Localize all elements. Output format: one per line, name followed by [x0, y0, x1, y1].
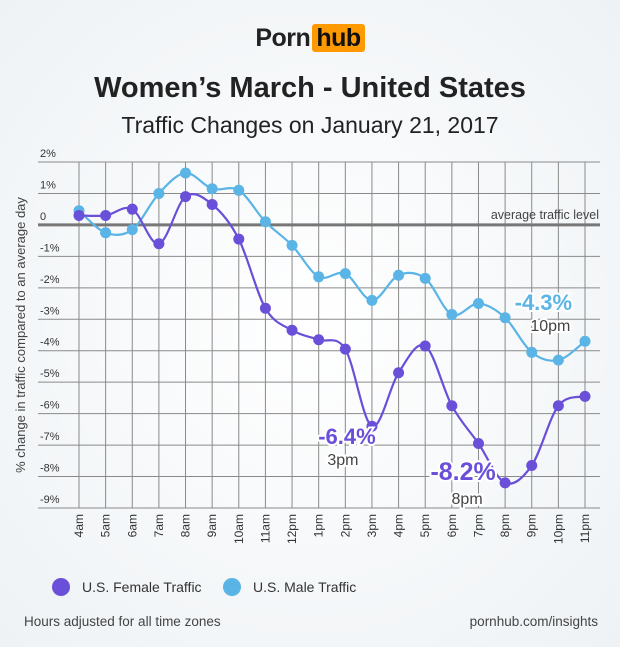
x-tick-label: 6pm — [445, 514, 459, 537]
x-tick-label: 10pm — [551, 514, 565, 544]
annotation-time: 3pm — [327, 452, 358, 469]
y-tick-label: -4% — [40, 337, 60, 349]
data-point-u-s-male-traffic — [180, 167, 192, 179]
y-tick-label: 1% — [40, 179, 56, 191]
data-point-u-s-female-traffic — [552, 400, 564, 412]
legend-item-female: U.S. Female Traffic — [52, 578, 202, 596]
data-point-u-s-female-traffic — [366, 420, 378, 432]
x-tick-label: 9pm — [525, 514, 539, 537]
x-tick-label: 11am — [258, 514, 272, 543]
legend-swatch-female — [52, 578, 70, 596]
series-line-u-s-male-traffic — [78, 171, 586, 362]
legend-label-female: U.S. Female Traffic — [82, 579, 202, 595]
y-tick-label: -5% — [40, 368, 60, 380]
chart-subtitle: Traffic Changes on January 21, 2017 — [121, 112, 499, 138]
x-tick-label: 6am — [125, 514, 139, 537]
x-tick-label: 11pm — [578, 514, 592, 543]
data-point-u-s-female-traffic — [126, 203, 138, 215]
legend-item-male: U.S. Male Traffic — [223, 578, 356, 596]
x-tick-label: 5pm — [418, 514, 432, 537]
y-tick-label: -9% — [40, 494, 60, 506]
data-point-u-s-female-traffic — [472, 438, 484, 450]
x-tick-label: 10am — [232, 514, 246, 544]
x-tick-label: 12pm — [285, 514, 299, 544]
data-point-u-s-female-traffic — [180, 191, 192, 203]
y-tick-label: -2% — [40, 274, 60, 286]
legend-swatch-male — [223, 578, 241, 596]
data-point-u-s-male-traffic — [579, 335, 591, 347]
data-point-u-s-female-traffic — [579, 390, 591, 402]
x-tick-label: 4pm — [392, 514, 406, 537]
annotation-time: 10pm — [530, 318, 570, 335]
x-tick-label: 7am — [152, 514, 166, 537]
x-tick-label: 8pm — [498, 514, 512, 537]
y-tick-label: 2% — [40, 148, 56, 160]
data-point-u-s-female-traffic — [206, 198, 218, 210]
data-point-u-s-male-traffic — [552, 354, 564, 366]
data-point-u-s-male-traffic — [499, 312, 511, 324]
chart-title: Women’s March - United States — [94, 72, 526, 104]
data-point-u-s-female-traffic — [286, 324, 298, 336]
data-point-u-s-male-traffic — [419, 272, 431, 284]
data-point-u-s-female-traffic — [100, 209, 112, 221]
pornhub-logo: Porn hub — [0, 24, 620, 53]
data-point-u-s-female-traffic — [419, 340, 431, 352]
x-tick-label: 9am — [205, 514, 219, 537]
logo-badge: hub — [312, 24, 365, 52]
legend-label-male: U.S. Male Traffic — [253, 579, 357, 595]
data-point-u-s-male-traffic — [526, 346, 538, 358]
x-tick-label: 1pm — [312, 514, 326, 537]
data-point-u-s-female-traffic — [526, 460, 538, 472]
y-tick-label: -6% — [40, 400, 60, 412]
footer-link[interactable]: pornhub.com/insights — [469, 614, 598, 629]
data-point-u-s-female-traffic — [393, 367, 405, 379]
data-point-u-s-female-traffic — [339, 343, 351, 355]
y-axis-label: % change in traffic compared to an avera… — [13, 197, 28, 473]
x-tick-label: 3pm — [365, 514, 379, 537]
data-point-u-s-female-traffic — [446, 400, 458, 412]
data-point-u-s-male-traffic — [366, 294, 378, 306]
data-point-u-s-male-traffic — [233, 184, 245, 196]
y-tick-label: 0 — [40, 211, 46, 223]
data-point-u-s-male-traffic — [313, 271, 325, 283]
y-tick-label: -3% — [40, 305, 60, 317]
data-point-u-s-female-traffic — [233, 233, 245, 245]
y-tick-label: -8% — [40, 463, 60, 475]
annotation-value: -6.4% — [318, 424, 375, 449]
annotation-value: -8.2% — [430, 458, 495, 486]
data-point-u-s-male-traffic — [153, 187, 165, 199]
x-tick-label: 2pm — [338, 514, 352, 537]
annotation-time: 8pm — [452, 491, 483, 508]
data-point-u-s-female-traffic — [73, 209, 85, 221]
footer-note: Hours adjusted for all time zones — [24, 614, 221, 629]
y-tick-label: -7% — [40, 431, 60, 443]
data-point-u-s-male-traffic — [259, 216, 271, 228]
data-point-u-s-male-traffic — [446, 309, 458, 321]
data-point-u-s-male-traffic — [126, 224, 138, 236]
data-point-u-s-female-traffic — [313, 334, 325, 346]
data-point-u-s-female-traffic — [153, 238, 165, 250]
data-point-u-s-male-traffic — [472, 298, 484, 310]
annotation-value: -4.3% — [515, 290, 572, 315]
data-point-u-s-female-traffic — [499, 477, 511, 489]
logo-text: Porn — [255, 24, 311, 52]
y-tick-label: -1% — [40, 242, 60, 254]
data-point-u-s-male-traffic — [206, 183, 218, 195]
x-tick-label: 4am — [72, 514, 86, 537]
data-point-u-s-female-traffic — [259, 302, 271, 314]
data-point-u-s-male-traffic — [286, 239, 298, 251]
data-point-u-s-male-traffic — [339, 268, 351, 280]
data-point-u-s-male-traffic — [100, 227, 112, 239]
x-tick-label: 5am — [99, 514, 113, 537]
x-tick-label: 7pm — [471, 514, 485, 537]
average-traffic-label: average traffic level — [491, 208, 599, 222]
x-tick-label: 8am — [179, 514, 193, 537]
data-point-u-s-male-traffic — [393, 269, 405, 281]
